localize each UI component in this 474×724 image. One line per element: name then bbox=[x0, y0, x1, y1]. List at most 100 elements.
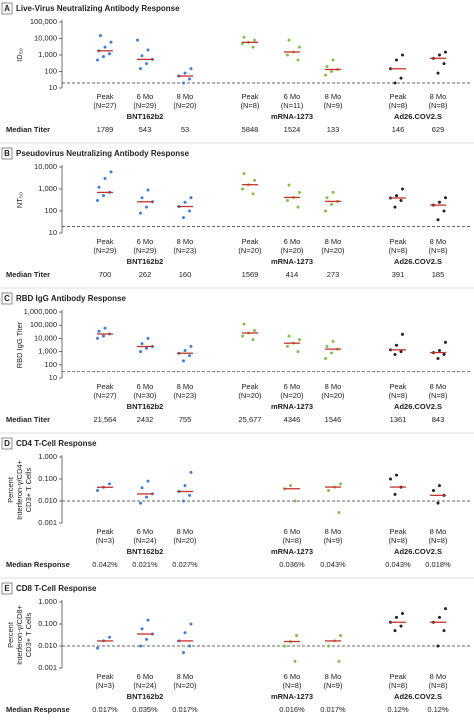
timepoint-label: Peak bbox=[96, 527, 113, 536]
timepoint-label: 6 Mo bbox=[137, 92, 154, 101]
timepoint-label: 8 Mo bbox=[177, 672, 194, 681]
data-point bbox=[295, 634, 298, 638]
data-point bbox=[442, 209, 446, 213]
median-value: 2432 bbox=[137, 415, 154, 424]
n-label: (N=9) bbox=[324, 101, 343, 110]
data-point bbox=[436, 501, 440, 505]
y-axis-label: ID₅₀ bbox=[15, 48, 24, 62]
y-tick-label: 10 bbox=[49, 228, 57, 237]
n-label: (N=27) bbox=[93, 101, 117, 110]
data-point bbox=[146, 618, 150, 622]
data-point bbox=[337, 511, 341, 515]
data-point bbox=[242, 322, 246, 326]
timepoint-label: Peak bbox=[96, 92, 113, 101]
timepoint-label: 6 Mo bbox=[137, 672, 154, 681]
data-point bbox=[140, 342, 144, 346]
data-point bbox=[393, 629, 397, 633]
data-point bbox=[296, 205, 300, 209]
panel-letter-box bbox=[1, 2, 13, 15]
group-name: Ad26.COV2.S bbox=[394, 547, 442, 556]
data-point bbox=[436, 357, 440, 361]
n-label: (N=8) bbox=[389, 391, 408, 400]
panel-letter: E bbox=[4, 584, 10, 593]
median-value: 0.12% bbox=[427, 705, 449, 714]
median-value: 1789 bbox=[97, 125, 114, 134]
data-point bbox=[432, 489, 435, 493]
data-point bbox=[286, 53, 289, 57]
y-tick-label: 100 bbox=[44, 360, 57, 369]
data-point bbox=[389, 477, 392, 481]
data-point bbox=[298, 45, 301, 49]
data-point bbox=[139, 501, 142, 505]
median-value: 0.042% bbox=[92, 560, 118, 569]
data-point bbox=[393, 205, 397, 209]
data-point bbox=[183, 200, 187, 204]
data-point bbox=[331, 58, 335, 62]
y-tick-label: 0.100 bbox=[38, 474, 57, 483]
data-point bbox=[438, 484, 441, 488]
y-tick-label: 0.010 bbox=[38, 641, 57, 650]
n-label: (N=20) bbox=[173, 536, 197, 545]
timepoint-label: 8 Mo bbox=[177, 237, 194, 246]
group-name: mRNA-1273 bbox=[271, 112, 313, 121]
y-axis-label: Interferon-γ/CD4+ bbox=[15, 459, 24, 519]
data-point bbox=[438, 53, 441, 57]
y-axis-label: NT₅₀ bbox=[15, 192, 24, 208]
y-tick-label: 10 bbox=[49, 83, 57, 92]
n-label: (N=8) bbox=[429, 681, 448, 690]
y-tick-label: 0.010 bbox=[38, 496, 57, 505]
group-name: BNT162b2 bbox=[127, 257, 164, 266]
y-axis-label: CD3+ T Cells bbox=[24, 467, 33, 512]
data-point bbox=[146, 188, 150, 192]
median-value: 262 bbox=[139, 270, 152, 279]
data-point bbox=[189, 344, 193, 348]
data-point bbox=[253, 178, 256, 182]
median-value: 1546 bbox=[325, 415, 342, 424]
median-value: 0.018% bbox=[425, 560, 451, 569]
median-value: 160 bbox=[179, 270, 192, 279]
n-label: (N=8) bbox=[429, 246, 448, 255]
median-value: 0.035% bbox=[132, 705, 158, 714]
y-axis-label: Percent bbox=[6, 476, 15, 503]
y-tick-label: 10 bbox=[49, 373, 57, 382]
median-value: 53 bbox=[181, 125, 189, 134]
data-point bbox=[103, 177, 107, 181]
data-point bbox=[188, 644, 191, 648]
median-value: 146 bbox=[392, 125, 405, 134]
panel-letter-box bbox=[1, 437, 13, 450]
data-point bbox=[436, 218, 440, 222]
median-value: 755 bbox=[179, 415, 192, 424]
data-point bbox=[145, 495, 148, 499]
y-tick-label: 10,000 bbox=[34, 162, 57, 171]
data-point bbox=[327, 489, 330, 493]
data-point bbox=[283, 644, 286, 648]
data-point bbox=[96, 489, 99, 493]
data-point bbox=[103, 45, 107, 49]
data-point bbox=[330, 202, 333, 206]
n-label: (N=20) bbox=[238, 391, 262, 400]
median-value: 391 bbox=[392, 270, 405, 279]
timepoint-label: Peak bbox=[389, 527, 406, 536]
n-label: (N=8) bbox=[241, 101, 260, 110]
data-point bbox=[444, 50, 447, 54]
n-label: (N=8) bbox=[429, 391, 448, 400]
data-point bbox=[189, 196, 193, 200]
data-point bbox=[395, 58, 398, 62]
data-point bbox=[241, 334, 244, 338]
y-tick-label: 1,000 bbox=[38, 184, 57, 193]
data-point bbox=[139, 644, 142, 648]
y-tick-label: 1.000 bbox=[38, 597, 57, 606]
data-point bbox=[109, 170, 113, 174]
data-point bbox=[286, 344, 289, 348]
n-label: (N=8) bbox=[429, 101, 448, 110]
data-point bbox=[399, 624, 403, 628]
n-label: (N=3) bbox=[96, 681, 115, 690]
data-point bbox=[331, 190, 335, 194]
data-point bbox=[442, 353, 446, 357]
data-point bbox=[182, 81, 185, 85]
data-point bbox=[183, 71, 187, 75]
timepoint-label: 8 Mo bbox=[325, 237, 342, 246]
data-point bbox=[183, 484, 187, 488]
median-value: 1524 bbox=[284, 125, 301, 134]
n-label: (N=8) bbox=[429, 536, 448, 545]
